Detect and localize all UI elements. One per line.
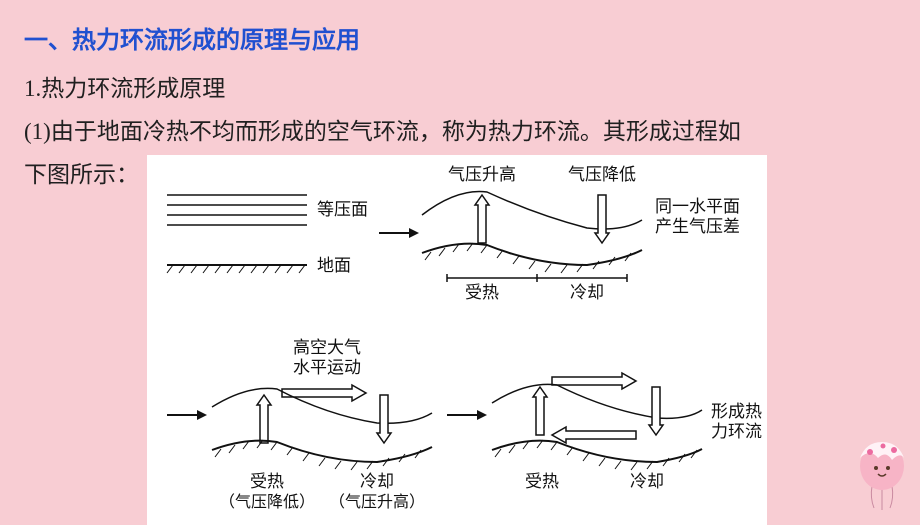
paragraph-line2-prefix: 下图所示： (24, 155, 139, 194)
p4-r1: 形成热 (711, 402, 762, 421)
thermal-circulation-diagram: 等压面 (147, 155, 767, 525)
label-ground: 地面 (317, 256, 351, 275)
p2-label-top-left: 气压升高 (448, 165, 516, 184)
p4-br: 冷却 (630, 472, 664, 491)
p2-label-top-right: 气压降低 (568, 165, 636, 184)
p4-bl: 受热 (525, 472, 559, 491)
balloon-icon (850, 432, 914, 512)
paragraph-line1: (1)由于地面冷热不均而形成的空气环流，称为热力环流。其形成过程如 (24, 112, 896, 151)
p3-bl: 受热 (250, 472, 284, 491)
p4-r2: 力环流 (711, 422, 762, 441)
subheading: 1.热力环流形成原理 (24, 69, 896, 108)
p3-bpr: （气压升高） (329, 493, 425, 511)
p2-right1: 同一水平面 (655, 197, 740, 216)
p3-br: 冷却 (360, 472, 394, 491)
p2-right2: 产生气压差 (655, 217, 740, 236)
p3-bpl: （气压降低） (219, 493, 315, 511)
label-isobar: 等压面 (317, 200, 368, 219)
p3-top2: 水平运动 (293, 358, 361, 377)
p2-bl: 受热 (465, 283, 499, 302)
p2-br: 冷却 (570, 283, 604, 302)
section-heading: 一、热力环流形成的原理与应用 (24, 20, 896, 55)
p3-top1: 高空大气 (293, 338, 361, 357)
